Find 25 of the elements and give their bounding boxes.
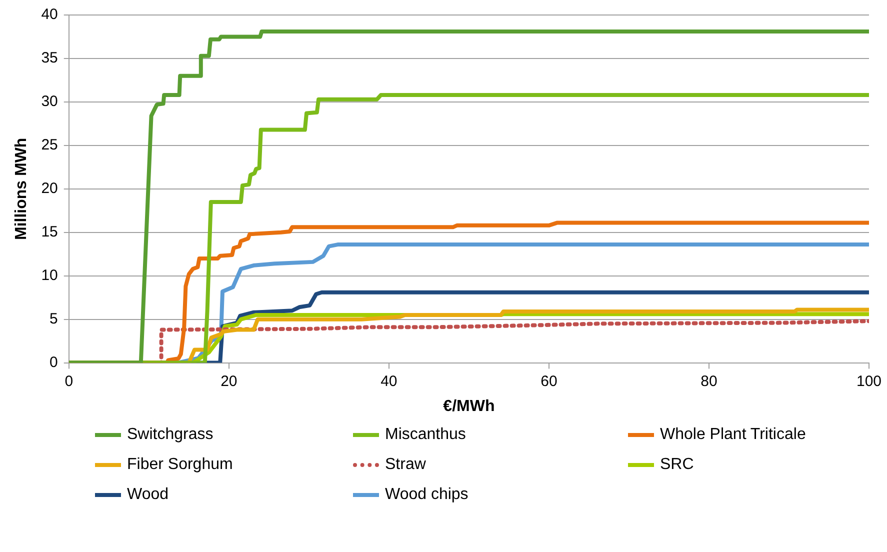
x-tick-label: 100 bbox=[856, 372, 882, 390]
legend-label: Fiber Sorghum bbox=[127, 456, 233, 474]
y-tick-label: 20 bbox=[41, 180, 58, 198]
legend-label: SRC bbox=[660, 456, 694, 474]
legend-label: Switchgrass bbox=[127, 426, 214, 444]
legend-label: Miscanthus bbox=[385, 426, 466, 444]
legend-label: Whole Plant Triticale bbox=[660, 426, 806, 444]
legend-label: Straw bbox=[385, 456, 426, 474]
x-tick-label: 20 bbox=[220, 372, 238, 390]
y-tick-label: 30 bbox=[41, 93, 58, 110]
y-tick-label: 40 bbox=[41, 6, 58, 24]
y-tick-label: 0 bbox=[50, 354, 58, 371]
x-tick-label: 0 bbox=[64, 372, 74, 390]
x-axis-title: €/MWh bbox=[443, 398, 495, 415]
x-tick-label: 40 bbox=[380, 372, 398, 390]
y-tick-label: 15 bbox=[41, 224, 58, 241]
legend-label: Wood bbox=[127, 486, 169, 504]
y-axis-title: Millions MWh bbox=[13, 138, 30, 240]
y-tick-label: 35 bbox=[41, 50, 58, 67]
legend-label: Wood chips bbox=[385, 486, 468, 504]
y-tick-label: 25 bbox=[41, 136, 58, 154]
x-tick-label: 80 bbox=[700, 372, 718, 390]
x-tick-label: 60 bbox=[540, 372, 558, 390]
y-tick-label: 10 bbox=[41, 266, 58, 284]
y-tick-label: 5 bbox=[50, 310, 58, 328]
